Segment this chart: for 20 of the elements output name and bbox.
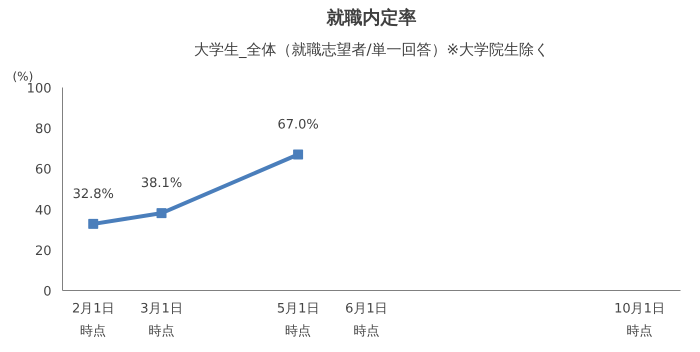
point xyxy=(156,208,167,218)
x-tick-label: 3月1日時点 xyxy=(140,302,183,339)
y-axis-title: (%) xyxy=(12,70,34,84)
x-tick-label: 6月1日時点 xyxy=(345,302,388,339)
point xyxy=(88,218,98,229)
y-tick-label: 80 xyxy=(34,122,52,138)
y-tick-label: 60 xyxy=(34,162,52,178)
point xyxy=(293,149,304,160)
x-tick-label: 5月1日時点 xyxy=(276,302,320,339)
y-tick-label: 0 xyxy=(43,284,52,300)
chart-title: 就職内定率 xyxy=(326,8,416,28)
x-tick-label: 2月1日時点 xyxy=(72,302,115,339)
data-label: 38.1% xyxy=(140,176,182,192)
y-tick-label: 40 xyxy=(34,203,52,218)
x-tick-label: 10月1日時点 xyxy=(614,302,665,339)
y-tick-label: 20 xyxy=(34,244,52,259)
data-label: 67.0% xyxy=(277,117,319,132)
y-tick-label: 100 xyxy=(26,82,52,96)
chart-subtitle: 大学生_全体（就職志望者/単一回答）※大学院生除く xyxy=(194,40,550,58)
data-label: 32.8% xyxy=(72,186,114,202)
